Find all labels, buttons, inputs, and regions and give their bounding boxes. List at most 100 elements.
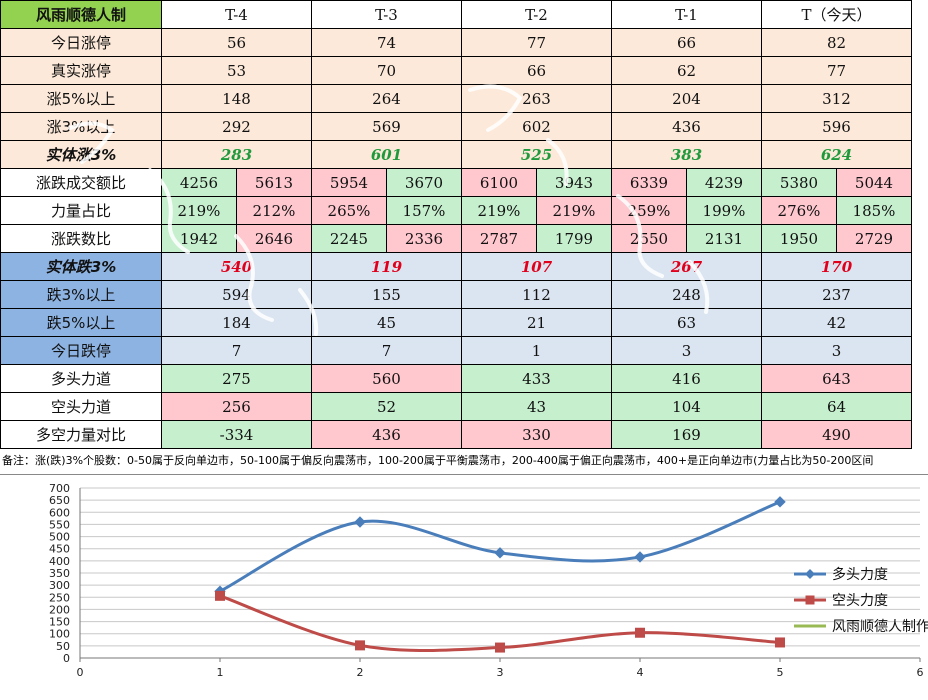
legend-label: 多头力度 [832, 566, 888, 583]
legend-label: 空头力度 [832, 593, 888, 609]
cell-value: 148 [161, 84, 312, 113]
cell-value: 267 [611, 252, 762, 281]
row-label: 涨跌数比 [0, 224, 162, 253]
cell-value: 256 [161, 392, 312, 421]
y-tick-label: 0 [63, 652, 70, 665]
cell-value: 283 [161, 140, 312, 169]
cell-down-value: 199% [686, 196, 762, 225]
force-comparison-chart: 0501001502002503003504004505005506006507… [0, 474, 928, 679]
cell-up-value: 276% [761, 196, 837, 225]
cell-value: 3 [761, 336, 912, 365]
cell-value: 74 [311, 28, 462, 57]
cell-value: 383 [611, 140, 762, 169]
x-tick-label: 4 [637, 666, 644, 679]
x-tick-label: 6 [917, 666, 924, 679]
cell-up-value: 2245 [311, 224, 387, 253]
row-label: 实体涨3% [0, 140, 162, 169]
data-point-marker [635, 627, 645, 638]
table-footnote: 备注：涨(跌)3%个股数：0-50属于反向单边市，50-100属于偏反向震荡市，… [2, 454, 874, 467]
data-point-marker [215, 590, 225, 601]
cell-value: 560 [311, 364, 462, 393]
cell-value: 52 [311, 392, 462, 421]
cell-up-value: 6339 [611, 168, 687, 197]
column-header: T-1 [611, 0, 762, 29]
table-row: 实体跌3% 540 119 107 267 170 [0, 252, 912, 281]
x-tick-label: 5 [777, 666, 784, 679]
cell-value: 63 [611, 308, 762, 337]
legend-marker [805, 569, 815, 579]
table-row: 跌5%以上 184 45 21 63 42 [0, 308, 912, 337]
cell-value: 643 [761, 364, 912, 393]
legend-marker [805, 595, 815, 605]
cell-up-value: 6100 [461, 168, 537, 197]
cell-value: 263 [461, 84, 612, 113]
table-row: 涨跌成交额比 4256 5613 5954 3670 6100 3943 6339 4239 53… [0, 168, 912, 197]
table-row: 涨3%以上 292 569 602 436 596 [0, 112, 912, 141]
cell-value: 204 [611, 84, 762, 113]
cell-down-value: 2336 [386, 224, 462, 253]
cell-value: 21 [461, 308, 612, 337]
cell-value: 184 [161, 308, 312, 337]
cell-down-value: 219% [536, 196, 612, 225]
table-row: 空头力道 256 52 43 104 64 [0, 392, 912, 421]
y-tick-label: 500 [49, 531, 70, 544]
cell-up-value: 2787 [461, 224, 537, 253]
cell-value: 436 [311, 420, 462, 449]
cell-down-value: 1799 [536, 224, 612, 253]
column-header: T（今天） [761, 0, 912, 29]
cell-value: 170 [761, 252, 912, 281]
row-label: 跌5%以上 [0, 308, 162, 337]
cell-down-value: 157% [386, 196, 462, 225]
x-tick-label: 2 [357, 666, 364, 679]
row-label: 涨3%以上 [0, 112, 162, 141]
cell-down-value: 5613 [236, 168, 312, 197]
table-row: 多空力量对比 -334 436 330 169 490 [0, 420, 912, 449]
y-tick-label: 50 [56, 640, 70, 653]
column-header: T-2 [461, 0, 612, 29]
cell-up-value: 5380 [761, 168, 837, 197]
table-row: 跌3%以上 594 155 112 248 237 [0, 280, 912, 309]
cell-down-value: 3943 [536, 168, 612, 197]
cell-up-value: 4256 [161, 168, 237, 197]
series-line [219, 500, 781, 593]
y-tick-label: 150 [49, 616, 70, 629]
row-label: 今日跌停 [0, 336, 162, 365]
data-point-marker [494, 547, 506, 559]
cell-up-value: 2550 [611, 224, 687, 253]
cell-value: 292 [161, 112, 312, 141]
cell-value: 330 [461, 420, 612, 449]
cell-value: 602 [461, 112, 612, 141]
y-tick-label: 600 [49, 506, 70, 519]
data-point-marker [775, 637, 785, 648]
column-header: T-4 [161, 0, 312, 29]
data-point-marker [495, 642, 505, 653]
y-tick-label: 250 [49, 591, 70, 604]
table-row: 涨跌数比 1942 2646 2245 2336 2787 1799 2550 2131 1950… [0, 224, 912, 253]
x-tick-label: 0 [77, 666, 84, 679]
cell-value: 112 [461, 280, 612, 309]
cell-down-value: 2729 [836, 224, 912, 253]
cell-value: 596 [761, 112, 912, 141]
cell-down-value: 185% [836, 196, 912, 225]
cell-up-value: 219% [161, 196, 237, 225]
cell-value: 82 [761, 28, 912, 57]
table-row: 实体涨3% 283 601 525 383 624 [0, 140, 912, 169]
y-tick-label: 550 [49, 518, 70, 531]
cell-value: 601 [311, 140, 462, 169]
cell-value: 77 [461, 28, 612, 57]
row-label: 实体跌3% [0, 252, 162, 281]
cell-down-value: 2131 [686, 224, 762, 253]
cell-up-value: 219% [461, 196, 537, 225]
cell-down-value: 212% [236, 196, 312, 225]
cell-value: 540 [161, 252, 312, 281]
row-label: 力量占比 [0, 196, 162, 225]
cell-value: 312 [761, 84, 912, 113]
y-tick-label: 400 [49, 555, 70, 568]
cell-value: 53 [161, 56, 312, 85]
cell-up-value: 265% [311, 196, 387, 225]
cell-down-value: 3670 [386, 168, 462, 197]
cell-down-value: 5044 [836, 168, 912, 197]
table-row: 力量占比 219% 212% 265% 157% 219% 219% 259% 199% 276%… [0, 196, 912, 225]
y-tick-label: 300 [49, 579, 70, 592]
cell-value: 107 [461, 252, 612, 281]
